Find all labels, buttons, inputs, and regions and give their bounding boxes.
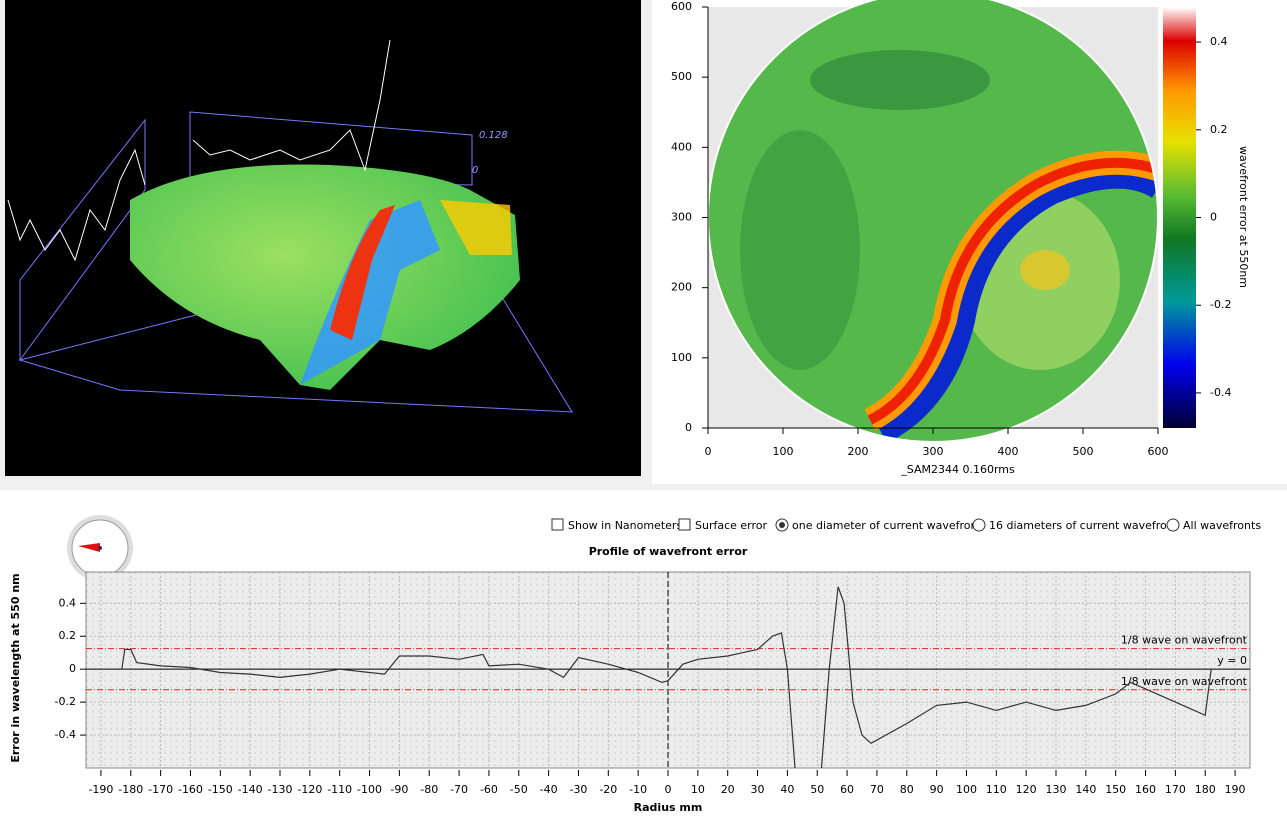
x-tick-label: 100 [956,783,977,796]
x-tick-label: -100 [357,783,382,796]
x-tick-label: 50 [810,783,824,796]
option-label: Show in Nanometers [568,519,682,532]
surface-valley [300,200,440,385]
x-tick-label: -190 [88,783,113,796]
x-tick-label: -150 [208,783,233,796]
colorbar-tick-label: 0.2 [1210,123,1228,136]
y-tick-label: 300 [671,211,692,224]
x-tick-label: -40 [540,783,558,796]
y-tick-label: -0.4 [55,728,76,741]
radio[interactable]: 16 diameters of current wavefront [972,518,1179,532]
reference-label: 1/8 wave on wavefront [1121,675,1248,688]
surface-ridge [440,200,512,255]
x-tick-label: 600 [1148,445,1169,458]
radio-dot [779,522,785,528]
checkbox[interactable]: Surface error [678,518,768,532]
x-tick-label: 180 [1195,783,1216,796]
x-tick-label: 0 [665,783,672,796]
colorbar-tick-label: -0.4 [1210,386,1231,399]
option-label: 16 diameters of current wavefront [989,519,1179,532]
x-tick-label: -10 [629,783,647,796]
x-tick-label: 170 [1165,783,1186,796]
radio[interactable]: one diameter of current wavefront [775,518,982,532]
x-tick-label: -50 [510,783,528,796]
option-label: All wavefronts [1183,519,1261,532]
x-tick-label: -140 [238,783,263,796]
x-tick-label: -180 [118,783,143,796]
x-tick-label: 200 [848,445,869,458]
option-label: Surface error [695,519,768,532]
y-tick-label: 0 [685,421,692,434]
reference-label: 1/8 wave on wavefront [1121,634,1248,647]
option-label: one diameter of current wavefront [792,519,982,532]
x-tick-label: 150 [1105,783,1126,796]
colorbar-tick-label: 0.4 [1210,35,1228,48]
checkbox-box [551,518,564,531]
colorbar-tick-label: 0 [1210,211,1217,224]
radio[interactable]: All wavefronts [1166,518,1261,532]
wavefront-map [708,0,1158,442]
y-tick-label: 100 [671,351,692,364]
y-tick-label: 400 [671,140,692,153]
profile-3d [7,148,146,262]
x-tick-label: 400 [998,445,1019,458]
axis-label-3d: 0.128 [479,130,508,141]
x-tick-label: 120 [1016,783,1037,796]
x-tick-label: 10 [691,783,705,796]
x-tick-label: -170 [148,783,173,796]
x-tick-label: 140 [1075,783,1096,796]
surface-ridge [330,205,395,340]
x-tick-label: 90 [930,783,944,796]
y-tick-label: 0.4 [59,596,77,609]
x-tick-label: 190 [1225,783,1246,796]
x-axis-label: Radius mm [634,801,703,814]
profile-line [121,586,1212,768]
colorbar [1163,7,1196,428]
colorbar-label: wavefront error at 550nm [1237,146,1250,288]
x-tick-label: -130 [268,783,293,796]
x-tick-label: -90 [390,783,408,796]
x-tick-label: 300 [923,445,944,458]
colorbar-tick-label: -0.2 [1210,298,1231,311]
x-tick-label: 500 [1073,445,1094,458]
x-tick-label: 70 [870,783,884,796]
x-tick-label: 60 [840,783,854,796]
y-tick-label: 500 [671,70,692,83]
y-tick-label: 200 [671,281,692,294]
x-tick-label: 160 [1135,783,1156,796]
x-tick-label: -80 [420,783,438,796]
y-tick-label: 600 [671,0,692,13]
map-caption: _SAM2344 0.160rms [900,463,1015,476]
x-tick-label: 20 [721,783,735,796]
radio-circle [1166,518,1180,532]
x-tick-label: 40 [780,783,794,796]
x-tick-label: 130 [1046,783,1067,796]
y-tick-label: 0 [69,662,76,675]
x-tick-label: 110 [986,783,1007,796]
x-tick-label: -120 [297,783,322,796]
x-tick-label: -70 [450,783,468,796]
x-tick-label: 0 [705,445,712,458]
x-tick-label: -110 [327,783,352,796]
profile-3d [192,39,391,172]
y-tick-label: 0.2 [59,629,77,642]
compass-icon [67,515,133,581]
chart-title: Profile of wavefront error [589,545,748,558]
x-tick-label: -60 [480,783,498,796]
x-tick-label: -20 [599,783,617,796]
axis-label-3d: 0 [472,165,478,176]
checkbox[interactable]: Show in Nanometers [551,518,682,532]
y-tick-label: -0.2 [55,695,76,708]
checkbox-box [678,518,691,531]
radio-circle [972,518,986,532]
x-tick-label: 30 [751,783,765,796]
x-tick-label: -160 [178,783,203,796]
reference-label: y = 0 [1217,654,1247,667]
x-tick-label: -30 [569,783,587,796]
x-tick-label: 80 [900,783,914,796]
x-tick-label: 100 [773,445,794,458]
y-axis-label: Error in wavelength at 550 nm [9,573,22,762]
